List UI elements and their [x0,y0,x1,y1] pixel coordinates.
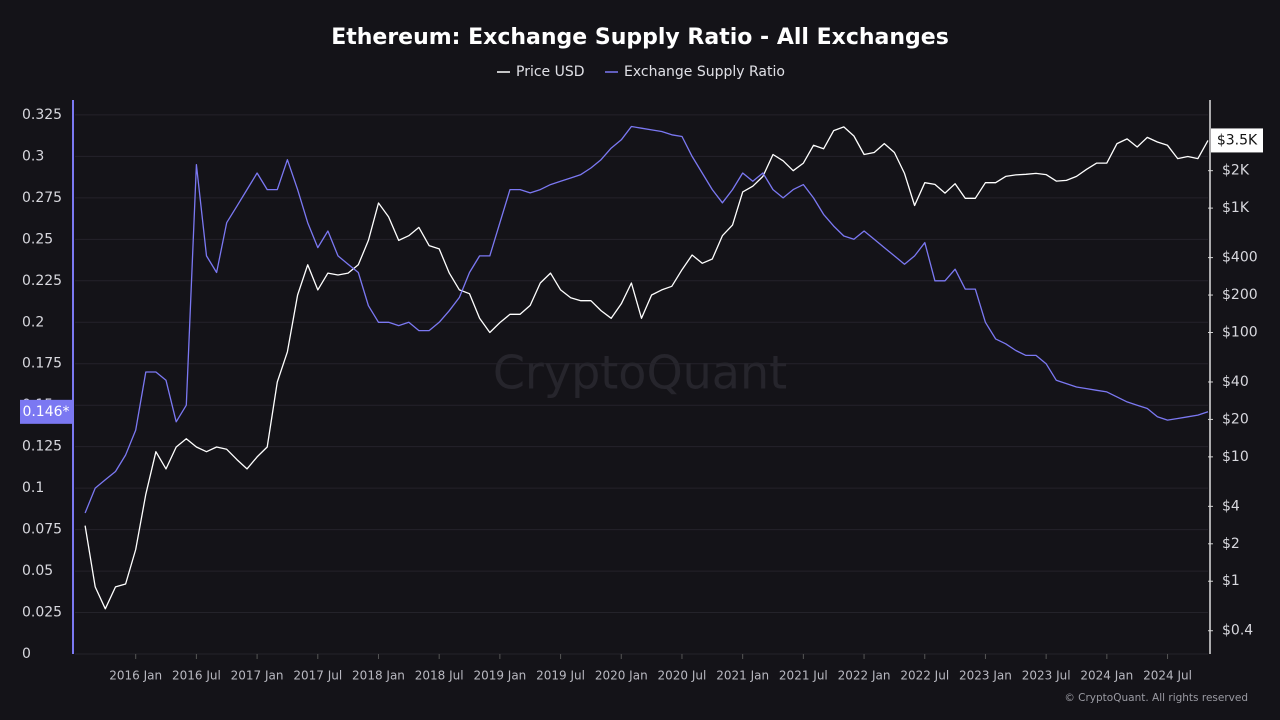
end-label: 0.146* [22,404,69,420]
x-tick-label: 2020 Jul [658,669,707,683]
x-tick-label: 2023 Jan [959,669,1012,683]
y2-tick-label: $1K [1222,200,1250,216]
y2-tick-label: $40 [1222,374,1249,390]
x-tick-label: 2022 Jul [900,669,949,683]
y2-tick-label: $0.4 [1222,623,1253,639]
x-tick-label: 2017 Jul [293,669,342,683]
legend-label: Price USD [516,64,585,80]
y-tick-label: 0.025 [22,605,62,621]
y-tick-label: 0.125 [22,439,62,455]
x-tick-label: 2021 Jul [779,669,828,683]
series-line [84,125,1209,514]
y2-tick-label: $400 [1222,250,1258,266]
y-tick-label: 0.175 [22,356,62,372]
x-tick-label: 2021 Jan [716,669,769,683]
chart-title: Ethereum: Exchange Supply Ratio - All Ex… [331,25,949,50]
y-tick-label: 0.275 [22,190,62,206]
end-label: $3.5K [1217,132,1258,148]
y2-tick-label: $20 [1222,411,1249,427]
y2-tick-label: $100 [1222,324,1258,340]
x-tick-label: 2024 Jan [1080,669,1133,683]
x-tick-label: 2016 Jul [172,669,221,683]
y-tick-label: 0.075 [22,522,62,538]
y-tick-label: 0.05 [22,563,53,579]
y2-tick-label: $1 [1222,573,1240,589]
x-tick-label: 2017 Jan [231,669,284,683]
y2-tick-label: $200 [1222,287,1258,303]
end-badge [1211,128,1263,153]
x-tick-label: 2019 Jan [473,669,526,683]
footer: © CryptoQuant. All rights reserved [1064,692,1248,704]
x-tick-label: 2018 Jan [352,669,405,683]
x-tick-label: 2020 Jan [595,669,648,683]
y2-tick-label: $4 [1222,498,1240,514]
y-tick-label: 0.225 [22,273,62,289]
y-tick-label: 0.25 [22,231,53,247]
watermark: CryptoQuant [493,346,787,400]
x-tick-label: 2019 Jul [536,669,585,683]
y-tick-label: 0.3 [22,148,44,164]
y2-tick-label: $10 [1222,449,1249,465]
x-tick-label: 2024 Jul [1143,669,1192,683]
y-tick-label: 0.2 [22,314,44,330]
x-tick-label: 2016 Jan [109,669,162,683]
end-badge [20,399,72,424]
legend-label: Exchange Supply Ratio [624,64,785,80]
x-tick-label: 2018 Jul [415,669,464,683]
y-tick-label: 0 [22,646,31,662]
x-tick-label: 2023 Jul [1022,669,1071,683]
y2-tick-label: $2 [1222,536,1240,552]
y2-tick-label: $2K [1222,163,1250,179]
x-tick-label: 2022 Jan [838,669,891,683]
series-line [84,126,1209,610]
y-tick-label: 0.325 [22,107,62,123]
y-tick-label: 0.1 [22,480,44,496]
